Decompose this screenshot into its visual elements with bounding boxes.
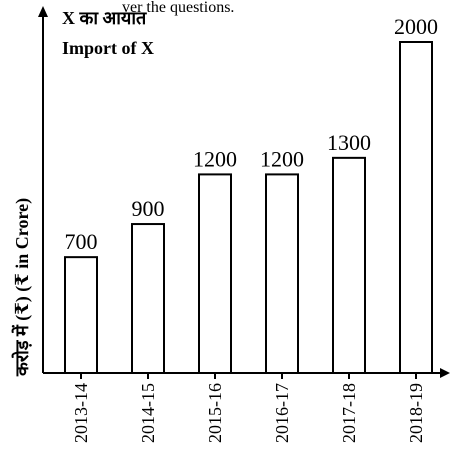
x-tick-label-2016-17: 2016-17 — [272, 383, 292, 443]
value-label-2016-17: 1200 — [260, 146, 304, 171]
x-tick-label-2017-18: 2017-18 — [339, 383, 359, 443]
x-tick-label-2018-19: 2018-19 — [406, 383, 426, 443]
bar-2014-15 — [131, 223, 165, 374]
y-axis-label: करोड़ में (₹) (₹ in Crore) — [11, 198, 33, 377]
chart-title: Import of X — [62, 38, 154, 58]
bar-2018-19 — [399, 41, 433, 374]
header-fragment: ver the questions. — [122, 0, 234, 16]
chart-title-hindi: X का आयात — [62, 8, 147, 28]
bar-2017-18 — [332, 156, 366, 374]
bar-2015-16 — [198, 173, 232, 374]
bar-2016-17 — [265, 173, 299, 374]
value-label-2015-16: 1200 — [193, 146, 237, 171]
x-tick-label-2013-14: 2013-14 — [71, 383, 91, 443]
x-tick-label-2015-16: 2015-16 — [205, 383, 225, 443]
x-axis-arrow-icon — [440, 368, 450, 378]
value-label-2018-19: 2000 — [394, 14, 438, 39]
x-tick-label-2014-15: 2014-15 — [138, 383, 158, 443]
value-label-2014-15: 900 — [132, 196, 165, 221]
bar-2013-14 — [64, 256, 98, 374]
y-axis-arrow-icon — [38, 6, 48, 17]
value-label-2013-14: 700 — [65, 229, 98, 254]
value-label-2017-18: 1300 — [327, 130, 371, 155]
bars-group: 700 2013-14 900 2014-15 1200 2015-16 1200 2016-… — [64, 14, 438, 443]
